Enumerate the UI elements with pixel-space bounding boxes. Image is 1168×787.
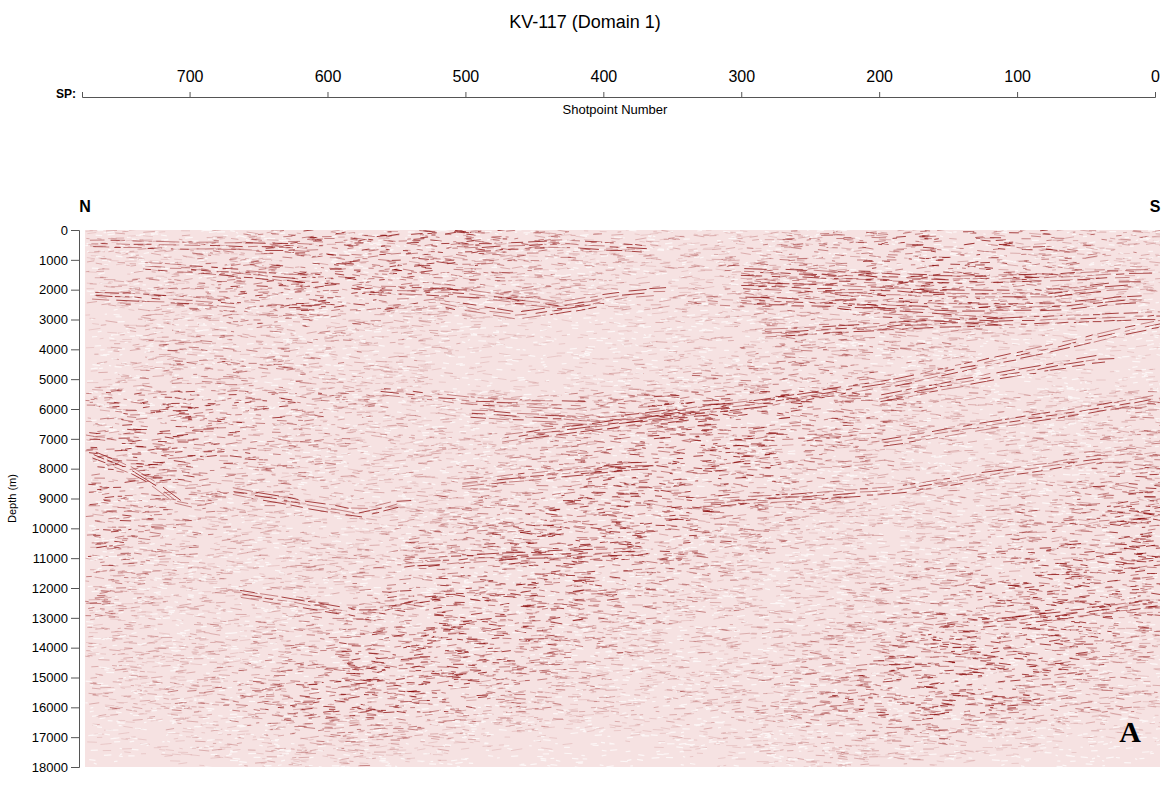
x-tick-mark	[1017, 92, 1018, 97]
y-tick-label: 5000	[39, 372, 68, 387]
y-tick: 17000	[32, 730, 79, 745]
x-tick-label: 500	[453, 68, 480, 85]
y-axis-title: Depth (m)	[6, 474, 18, 523]
y-axis-line	[71, 231, 80, 768]
y-tick: 18000	[32, 760, 79, 775]
x-axis: 700 600 500 400 300 200 100 0	[83, 68, 1161, 98]
y-tick-label: 7000	[39, 431, 68, 446]
y-tick: 2000	[39, 282, 79, 297]
y-tick: 3000	[39, 312, 79, 327]
y-tick: 9000	[39, 491, 79, 506]
x-tick-mark	[190, 92, 191, 97]
y-tick-mark	[71, 499, 79, 500]
y-tick-mark	[71, 618, 79, 619]
seismic-speckle	[85, 230, 1160, 767]
x-axis-prefix: SP:	[56, 87, 76, 101]
x-tick-mark	[465, 92, 466, 97]
y-tick: 5000	[39, 372, 79, 387]
y-tick: 13000	[32, 610, 79, 625]
x-tick-mark	[1155, 92, 1156, 97]
x-tick: 100	[1004, 68, 1031, 97]
x-tick: 500	[453, 68, 480, 97]
x-tick-mark	[741, 92, 742, 97]
y-tick: 10000	[32, 521, 79, 536]
y-tick: 4000	[39, 342, 79, 357]
panel-label: A	[1119, 715, 1141, 748]
y-tick-label: 17000	[32, 730, 68, 745]
y-tick-label: 16000	[32, 700, 68, 715]
y-tick-mark	[71, 767, 79, 768]
x-tick-label: 100	[1004, 68, 1031, 85]
y-tick: 8000	[39, 461, 79, 476]
title: KV-117 (Domain 1)	[509, 12, 661, 32]
y-tick-mark	[71, 737, 79, 738]
y-tick-mark	[71, 469, 79, 470]
seismic-image	[85, 230, 1160, 767]
x-axis-title: Shotpoint Number	[563, 102, 668, 117]
x-tick-mark	[603, 92, 604, 97]
direction-label: S	[1150, 198, 1161, 215]
x-tick: 700	[177, 68, 204, 97]
y-tick-mark	[71, 558, 79, 559]
y-tick-label: 11000	[33, 551, 68, 566]
y-tick-mark	[71, 320, 79, 321]
x-tick-label: 600	[315, 68, 342, 85]
x-tick-mark	[327, 92, 328, 97]
y-tick-label: 13000	[32, 610, 68, 625]
y-tick-label: 12000	[32, 581, 68, 596]
y-tick-mark	[71, 349, 79, 350]
y-tick: 1000	[39, 252, 79, 267]
y-tick-label: 18000	[32, 760, 68, 775]
y-tick-mark	[71, 588, 79, 589]
y-tick: 12000	[32, 581, 79, 596]
y-tick-label: 14000	[32, 640, 68, 655]
y-tick-mark	[71, 379, 79, 380]
y-tick: 11000	[33, 551, 79, 566]
y-tick-label: 3000	[39, 312, 68, 327]
x-tick-label: 400	[590, 68, 617, 85]
y-tick-mark	[71, 528, 79, 529]
y-tick-mark	[71, 707, 79, 708]
seismic-texture	[88, 230, 1160, 719]
x-tick: 600	[315, 68, 342, 97]
y-tick-label: 1000	[39, 252, 68, 267]
direction-label: N	[79, 198, 91, 215]
y-tick-mark	[71, 260, 79, 261]
y-tick-mark	[71, 439, 79, 440]
x-tick-label: 700	[177, 68, 204, 85]
y-axis: 0 1000 2000 3000 4000 5000 6000 7000 8000 9000 100…	[32, 223, 80, 775]
y-tick-mark	[71, 648, 79, 649]
seismic-texture	[85, 230, 1160, 748]
y-tick-label: 2000	[39, 282, 68, 297]
y-tick-mark	[71, 409, 79, 410]
x-tick: 300	[728, 68, 755, 97]
y-tick-label: 6000	[39, 402, 68, 417]
y-tick-label: 8000	[39, 461, 68, 476]
x-tick: 0	[1151, 68, 1160, 97]
y-tick-label: 15000	[32, 670, 68, 685]
y-tick: 0	[61, 223, 79, 238]
y-tick: 6000	[39, 402, 79, 417]
y-tick-mark	[71, 290, 79, 291]
y-tick-label: 0	[61, 223, 68, 238]
x-tick-label: 200	[866, 68, 893, 85]
x-tick-label: 0	[1151, 68, 1160, 85]
x-axis-line	[83, 92, 1156, 98]
x-tick-label: 300	[728, 68, 755, 85]
x-tick: 200	[866, 68, 893, 97]
y-tick-mark	[71, 230, 79, 231]
y-tick: 14000	[32, 640, 79, 655]
y-tick-label: 4000	[39, 342, 68, 357]
y-tick: 7000	[39, 431, 79, 446]
x-tick: 400	[590, 68, 617, 97]
x-tick-mark	[879, 92, 880, 97]
y-tick-label: 10000	[32, 521, 68, 536]
y-tick-label: 9000	[39, 491, 68, 506]
y-tick: 16000	[32, 700, 79, 715]
figure: KV-117 (Domain 1)7006005004003002001000S…	[0, 0, 1168, 787]
y-tick-mark	[71, 678, 79, 679]
y-tick: 15000	[32, 670, 79, 685]
